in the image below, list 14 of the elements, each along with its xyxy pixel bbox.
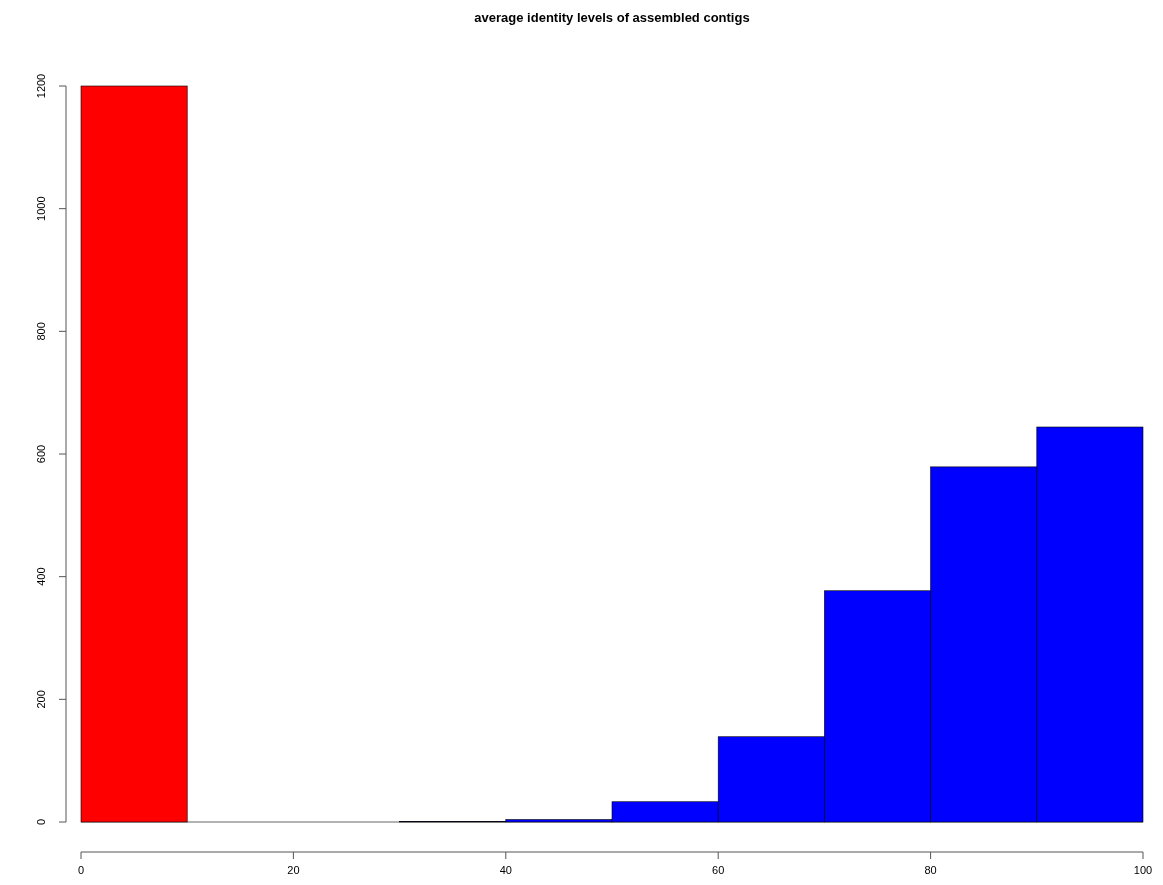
y-tick-label: 200 xyxy=(34,690,47,709)
y-tick-label: 600 xyxy=(34,444,47,464)
x-tick-label: 60 xyxy=(712,864,725,876)
y-tick-label: 1000 xyxy=(34,196,47,221)
x-tick-label: 20 xyxy=(287,864,300,876)
x-tick-label: 40 xyxy=(499,864,512,876)
y-tick-label: 0 xyxy=(34,818,47,826)
x-tick-label: 80 xyxy=(924,864,937,876)
x-tick-label: 100 xyxy=(1133,864,1153,876)
y-tick-label: 1200 xyxy=(34,73,47,99)
y-tick-label: 800 xyxy=(34,322,47,341)
x-tick-label: 0 xyxy=(77,864,85,876)
y-tick-label: 400 xyxy=(34,567,47,586)
chart-title: average identity levels of assembled contigs xyxy=(474,10,750,25)
